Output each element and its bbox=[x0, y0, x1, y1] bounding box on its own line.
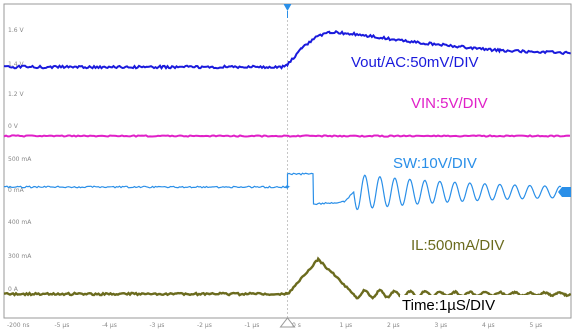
x-tick-label: 3 µs bbox=[435, 322, 448, 329]
plot-frame bbox=[4, 4, 571, 318]
y-tick-label: 400 mA bbox=[8, 219, 32, 226]
y-tick-label: 1.6 V bbox=[8, 27, 24, 34]
y-tick-label: 0 V bbox=[8, 123, 19, 130]
series-label-1: VIN:5V/DIV bbox=[411, 95, 488, 112]
y-tick-label: 0 A bbox=[8, 286, 19, 293]
trigger-arrow-icon bbox=[284, 4, 292, 11]
x-tick-label: 2 µs bbox=[387, 322, 400, 329]
y-tick-label: 1.2 V bbox=[8, 91, 24, 98]
channel-labels: Vout/AC:50mV/DIV VIN:5V/DIV SW:10V/DIV IL:5… bbox=[351, 54, 548, 315]
trigger-level-icon: ✦ bbox=[284, 183, 292, 193]
time-scale-label: Time:1µS/DIV bbox=[402, 297, 495, 314]
x-tick-label: -5 µs bbox=[55, 322, 70, 329]
y-tick-label: 500 mA bbox=[8, 156, 32, 163]
y-tick-label: 300 mA bbox=[8, 253, 32, 260]
x-tick-label: 1 µs bbox=[340, 322, 353, 329]
channel-marker-icon bbox=[558, 187, 571, 197]
x-tick-label: -3 µs bbox=[150, 322, 165, 329]
series-sw-trace bbox=[4, 173, 561, 209]
x-tick-label: -4 µs bbox=[102, 322, 117, 329]
x-tick-label: -2 µs bbox=[197, 322, 212, 329]
tick-labels: -200 ns -5 µs -4 µs -3 µs -2 µs -1 µs 0 s1 µs 2… bbox=[7, 27, 542, 329]
series-label-0: Vout/AC:50mV/DIV bbox=[351, 54, 479, 71]
x-tick-label: -200 ns bbox=[7, 322, 29, 329]
x-tick-label: 4 µs bbox=[482, 322, 495, 329]
series-label-3: IL:500mA/DIV bbox=[411, 237, 504, 254]
x-tick-label: 5 µs bbox=[530, 322, 543, 329]
series-label-2: SW:10V/DIV bbox=[393, 155, 477, 172]
series-vin-trace bbox=[4, 135, 570, 136]
x-tick-label: -1 µs bbox=[245, 322, 260, 329]
